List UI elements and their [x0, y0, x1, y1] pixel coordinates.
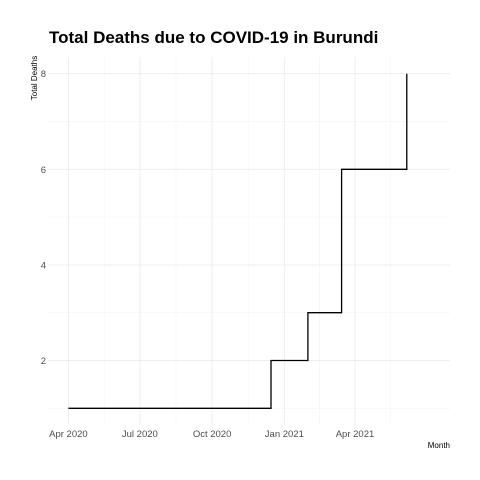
x-axis-ticks: Apr 2020 Jul 2020 Oct 2020 Jan 2021 Apr 2021 [49, 429, 374, 440]
x-tick-label: Jan 2021 [265, 429, 304, 440]
x-tick-label: Oct 2020 [193, 429, 232, 440]
series-line-total-deaths [68, 73, 408, 409]
x-tick-label: Apr 2021 [336, 429, 375, 440]
y-tick-label: 2 [41, 356, 46, 367]
y-tick-label: 8 [41, 69, 46, 80]
y-axis-ticks: 2 4 6 8 [41, 69, 46, 367]
x-axis-label: Month [428, 441, 450, 450]
x-tick-label: Jul 2020 [122, 429, 158, 440]
y-axis-label: Total Deaths [30, 56, 39, 100]
chart-title: Total Deaths due to COVID-19 in Burundi [49, 28, 378, 47]
x-tick-label: Apr 2020 [49, 429, 88, 440]
y-tick-label: 6 [41, 165, 46, 176]
y-tick-label: 4 [41, 260, 46, 271]
gridlines [48, 57, 450, 425]
series-group [68, 73, 408, 409]
